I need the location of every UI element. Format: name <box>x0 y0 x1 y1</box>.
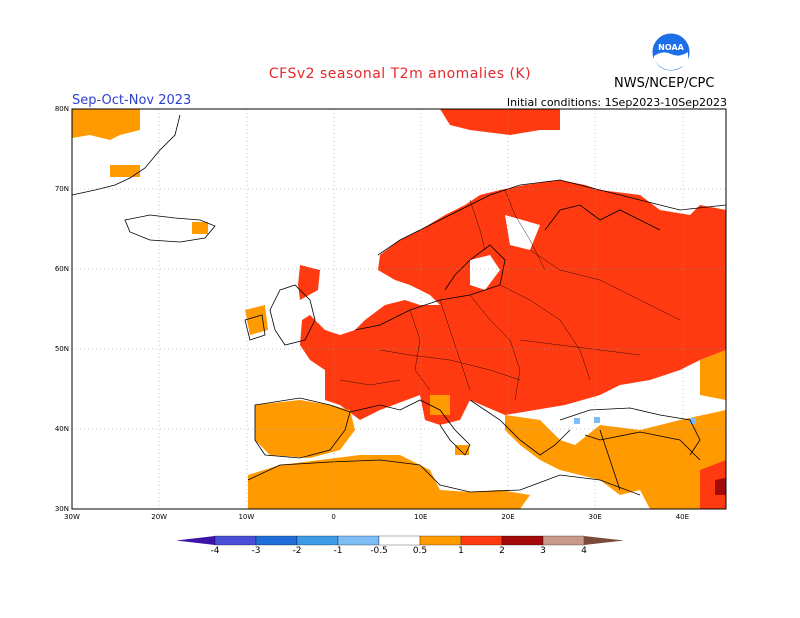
iran-darkred <box>715 478 726 495</box>
map-frame <box>71 108 727 510</box>
colorbar-segment <box>255 535 298 546</box>
colorbar-label: 0.5 <box>412 546 428 556</box>
colorbar-label: 1 <box>458 546 464 556</box>
colorbar-label: -2 <box>292 546 302 556</box>
colorbar <box>176 535 624 546</box>
lat-label: 60N <box>55 265 69 273</box>
colorbar-label: -0.5 <box>370 546 388 556</box>
lon-label: 30W <box>64 513 80 521</box>
lon-label: 20E <box>501 513 514 521</box>
bothnia-white <box>505 215 540 250</box>
longitude-labels: 30W 20W 10W 0 10E 20E 30E 40E <box>64 513 689 521</box>
map-title: CFSv2 seasonal T2m anomalies (K) <box>268 66 532 82</box>
latitude-labels: 80N 70N 60N 50N 40N 30N <box>55 105 69 513</box>
lat-label: 40N <box>55 425 69 433</box>
ireland-orange <box>245 305 268 335</box>
lat-label: 70N <box>55 185 69 193</box>
colorbar-label: 3 <box>540 546 546 556</box>
initial-conditions: Initial conditions: 1Sep2023-10Sep2023 <box>506 96 727 109</box>
sicily-orange <box>455 445 469 455</box>
lat-label: 50N <box>55 345 69 353</box>
lon-label: 0 <box>331 513 335 521</box>
colorbar-label: 4 <box>581 546 587 556</box>
colorbar-arrow-high <box>584 536 624 545</box>
graticule <box>72 109 726 509</box>
noaa-logo-icon: NOAA <box>651 32 691 72</box>
colorbar-segment <box>214 535 257 546</box>
greenland-orange <box>72 109 140 140</box>
iran-red <box>700 460 726 509</box>
colorbar-segment <box>378 535 421 546</box>
anomaly-area-red <box>298 180 726 425</box>
lon-label: 10W <box>238 513 254 521</box>
lat-label: 80N <box>55 105 69 113</box>
colorbar-segment <box>419 535 462 546</box>
lon-label: 10E <box>414 513 427 521</box>
lat-label: 30N <box>55 505 69 513</box>
colorbar-label: 2 <box>499 546 505 556</box>
lon-label: 20W <box>151 513 167 521</box>
coastlines <box>72 114 726 496</box>
colorbar-arrow-low <box>176 536 215 545</box>
blacksea-blue-2 <box>594 417 600 423</box>
greenland-east-orange <box>110 165 140 177</box>
iceland-orange <box>192 222 208 234</box>
anomaly-area-orange-east <box>505 410 726 509</box>
colorbar-label: -4 <box>210 546 220 556</box>
blacksea-blue-1 <box>574 418 580 424</box>
logo-text: NOAA <box>658 43 684 52</box>
italy-orange <box>430 395 450 415</box>
lon-label: 30E <box>589 513 602 521</box>
colorbar-segment <box>501 535 544 546</box>
colorbar-label: -3 <box>251 546 261 556</box>
agency-label: NWS/NCEP/CPC <box>614 76 715 91</box>
lon-label: 40E <box>676 513 689 521</box>
political-borders <box>339 189 681 401</box>
anomaly-area-orange-sw <box>248 400 530 509</box>
season-label: Sep-Oct-Nov 2023 <box>72 93 192 108</box>
colorbar-segment <box>460 535 503 546</box>
svalbard-red <box>440 109 560 135</box>
caucasus-orange <box>700 350 726 400</box>
colorbar-label: -1 <box>333 546 343 556</box>
baltic-white <box>470 255 500 290</box>
colorbar-segment <box>542 535 585 546</box>
caspian-blue <box>690 418 696 424</box>
colorbar-segment <box>296 535 339 546</box>
colorbar-segment <box>337 535 380 546</box>
